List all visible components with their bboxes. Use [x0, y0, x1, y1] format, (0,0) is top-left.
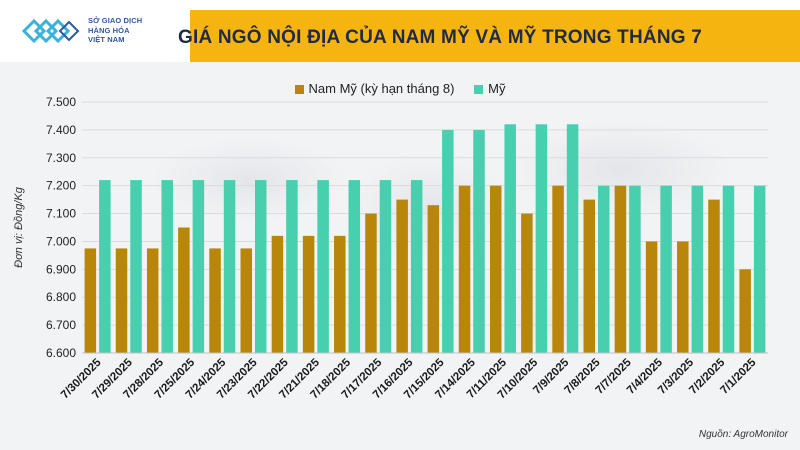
bar-us: [255, 180, 267, 353]
header: SỞ GIAO DỊCH HÀNG HÓA VIỆT NAM GIÁ NGÔ N…: [0, 0, 800, 62]
bar-us: [598, 185, 610, 353]
legend-swatch-south-america: [294, 85, 304, 95]
y-tick-label: 7.500: [46, 95, 76, 109]
bar-south-america: [708, 199, 720, 353]
bar-south-america: [489, 185, 502, 353]
bar-south-america: [365, 213, 377, 353]
logo-line: VIỆT NAM: [88, 35, 125, 44]
bar-us: [286, 180, 298, 353]
legend-item-south-america: Nam Mỹ (kỳ hạn tháng 8): [294, 81, 455, 97]
y-axis-label: Đơn vị: Đồng/Kg: [13, 186, 25, 268]
logo-line: HÀNG HÓA: [88, 25, 130, 35]
y-tick-label: 6.600: [46, 346, 76, 360]
bar-us: [410, 180, 423, 353]
logo-line: SỞ GIAO DỊCH: [88, 16, 143, 25]
bar-south-america: [583, 199, 595, 353]
bar-south-america: [739, 269, 751, 353]
bar-us: [379, 180, 392, 353]
bar-us: [535, 124, 548, 353]
bar-us: [161, 180, 173, 353]
chart-title: GIÁ NGÔ NỘI ĐỊA CỦA NAM MỸ VÀ MỸ TRONG T…: [178, 27, 702, 48]
y-tick-label: 7.300: [46, 151, 76, 165]
bar-south-america: [115, 248, 128, 353]
bar-us: [130, 180, 142, 353]
bar-us: [317, 180, 329, 353]
legend-item-us: Mỹ: [474, 81, 505, 96]
bar-south-america: [146, 248, 159, 353]
legend-label-south-america: Nam Mỹ (kỳ hạn tháng 8): [308, 81, 455, 97]
bar-us: [753, 185, 766, 353]
legend-label-us: Mỹ: [488, 81, 506, 97]
exchange-logo-icon: [22, 18, 80, 44]
y-tick-label: 7.400: [46, 123, 76, 137]
y-tick-label: 7.000: [46, 234, 76, 248]
bar-us: [660, 185, 672, 353]
bar-us: [691, 185, 704, 353]
bar-south-america: [334, 235, 346, 353]
bar-south-america: [645, 241, 658, 353]
bar-south-america: [209, 248, 221, 353]
bar-us: [504, 124, 516, 353]
y-tick-label: 6.900: [46, 262, 76, 276]
bar-south-america: [521, 213, 533, 353]
legend: Nam Mỹ (kỳ hạn tháng 8) Mỹ: [0, 80, 800, 98]
bar-us: [192, 180, 205, 353]
bar-south-america: [302, 235, 315, 353]
bar-south-america: [614, 185, 627, 353]
bar-south-america: [458, 185, 471, 353]
y-tick-label: 6.800: [46, 290, 76, 304]
bar-us: [99, 180, 111, 353]
bar-us: [442, 129, 454, 353]
bar-south-america: [84, 248, 97, 353]
bar-us: [223, 180, 236, 353]
bar-south-america: [240, 248, 252, 353]
bar-us: [348, 180, 361, 353]
bar-south-america: [271, 235, 284, 353]
bar-south-america: [178, 227, 190, 353]
bar-us: [473, 129, 485, 353]
logo: SỞ GIAO DỊCH HÀNG HÓA VIỆT NAM: [0, 0, 190, 62]
bar-us: [566, 124, 579, 353]
y-tick-label: 7.200: [46, 179, 76, 193]
bar-us: [722, 185, 735, 353]
source-note: Nguồn: AgroMonitor: [698, 429, 788, 440]
logo-text: SỞ GIAO DỊCH HÀNG HÓA VIỆT NAM: [88, 16, 142, 45]
bar-south-america: [677, 241, 689, 353]
bar-south-america: [427, 205, 440, 353]
bar-south-america: [396, 199, 408, 353]
bar-us: [629, 185, 641, 353]
bar-south-america: [552, 185, 564, 353]
legend-swatch-us: [474, 85, 484, 95]
y-tick-label: 6.700: [46, 318, 76, 332]
y-tick-label: 7.100: [46, 207, 76, 221]
title-band: [150, 10, 800, 62]
